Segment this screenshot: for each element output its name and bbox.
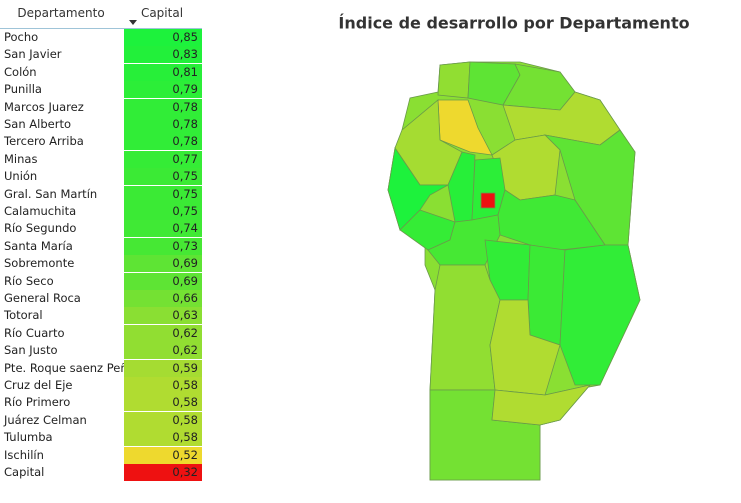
department-name: San Justo	[4, 343, 58, 358]
department-name: Santa María	[4, 238, 73, 253]
department-name: Calamuchita	[4, 204, 77, 218]
table-row: Tulumba 0,58	[0, 429, 205, 447]
department-name: Colón	[4, 64, 37, 79]
capital-social-value: 0,69	[124, 255, 202, 273]
capital-social-value: 0,59	[124, 359, 202, 377]
capital-social-value: 0,75	[124, 185, 202, 203]
capital-social-value: 0,52	[124, 446, 202, 464]
table-row: Capital 0,32	[0, 464, 205, 481]
table-row: Ischilín 0,52	[0, 446, 205, 464]
department-name: Capital	[4, 465, 45, 479]
region	[527, 244, 566, 346]
region-capital	[480, 192, 496, 209]
table-row: San Alberto 0,78	[0, 116, 205, 133]
capital-social-value: 0,58	[124, 377, 202, 394]
department-name: Río Cuarto	[4, 325, 65, 340]
department-name: San Alberto	[4, 117, 72, 131]
table-row: Río Cuarto 0,62	[0, 324, 205, 342]
capital-social-value: 0,62	[124, 324, 202, 342]
region	[559, 244, 641, 386]
region	[387, 146, 450, 231]
capital-social-value: 0,78	[124, 98, 202, 116]
department-name: Totoral	[4, 308, 43, 323]
department-name: Sobremonte	[4, 256, 75, 271]
department-name: Pte. Roque saenz Peña	[4, 360, 135, 375]
capital-social-value: 0,62	[124, 342, 202, 360]
capital-social-value: 0,77	[124, 150, 202, 168]
capital-social-value: 0,75	[124, 203, 202, 220]
department-name: Unión	[4, 169, 38, 184]
department-name: Río Primero	[4, 395, 71, 410]
table-row: Totoral 0,63	[0, 307, 205, 325]
map-regions	[387, 61, 641, 481]
region	[429, 264, 501, 391]
table-row: Sobremonte 0,69	[0, 255, 205, 273]
department-name: Tulumba	[4, 430, 53, 445]
capital-social-value: 0,73	[124, 237, 202, 255]
table-row: Río Primero 0,58	[0, 394, 205, 412]
region	[489, 299, 561, 396]
capital-social-value: 0,79	[124, 81, 202, 99]
table-row: Tercero Arriba 0,78	[0, 133, 205, 151]
department-name: Cruz del Eje	[4, 378, 73, 392]
department-name: Pocho	[4, 30, 39, 44]
department-name: Minas	[4, 151, 38, 166]
capital-social-value: 0,78	[124, 133, 202, 151]
department-name: Juárez Celman	[4, 412, 87, 427]
capital-social-value: 0,83	[124, 46, 202, 64]
capital-social-value: 0,78	[124, 116, 202, 133]
capital-social-value: 0,85	[124, 29, 202, 46]
region	[437, 61, 471, 99]
column-header[interactable]: Departamento	[0, 0, 122, 29]
map-title: Índice de desarrollo por Departamento	[338, 14, 689, 33]
department-name: San Javier	[4, 47, 62, 62]
table-row: Santa María 0,73	[0, 237, 205, 255]
region	[491, 384, 592, 426]
department-name: Punilla	[4, 82, 42, 97]
capital-social-value: 0,81	[124, 63, 202, 81]
sort-indicator	[129, 20, 137, 25]
capital-social-value: 0,69	[124, 272, 202, 290]
table-row: San Justo 0,62	[0, 342, 205, 360]
capital-social-value: 0,63	[124, 307, 202, 325]
table-row: Minas 0,77	[0, 150, 205, 168]
capital-social-value: 0,75	[124, 168, 202, 186]
department-name: Ischilín	[4, 447, 44, 462]
capital-social-value: 0,32	[124, 464, 202, 481]
capital-social-value: 0,58	[124, 394, 202, 412]
table-row: Gral. San Martín 0,75	[0, 185, 205, 203]
department-name: Marcos Juarez	[4, 99, 84, 114]
department-name: Tercero Arriba	[4, 134, 84, 149]
table-row: Río Seco 0,69	[0, 272, 205, 290]
table-row: Punilla 0,79	[0, 81, 205, 99]
table-row: Marcos Juarez 0,78	[0, 98, 205, 116]
table-row: Calamuchita 0,75	[0, 203, 205, 220]
table-row: Pocho 0,85	[0, 29, 205, 46]
table-row: Río Segundo 0,74	[0, 220, 205, 238]
table-row: General Roca 0,66	[0, 290, 205, 307]
department-name: Río Segundo	[4, 221, 77, 236]
table-row: Pte. Roque saenz Peña 0,59	[0, 359, 205, 377]
department-name: Gral. San Martín	[4, 186, 98, 201]
table-row: San Javier 0,83	[0, 46, 205, 64]
capital-social-value: 0,74	[124, 220, 202, 238]
capital-social-value: 0,66	[124, 290, 202, 307]
table-row: Unión 0,75	[0, 168, 205, 186]
capital-social-value: 0,58	[124, 429, 202, 447]
table-row: Juárez Celman 0,58	[0, 411, 205, 429]
department-name: Río Seco	[4, 273, 54, 288]
department-name: General Roca	[4, 291, 81, 305]
table-row: Colón 0,81	[0, 63, 205, 81]
capital-social-value: 0,58	[124, 411, 202, 429]
table-row: Cruz del Eje 0,58	[0, 377, 205, 394]
